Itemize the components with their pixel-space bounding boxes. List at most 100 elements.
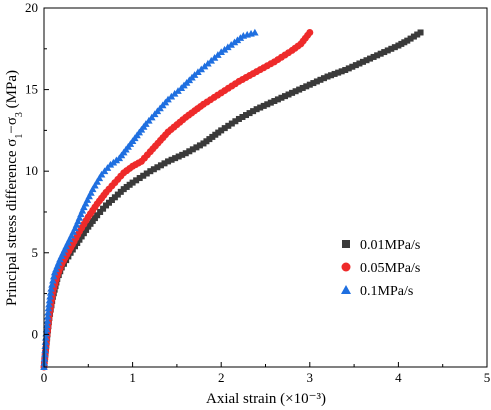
data-point [224,43,232,51]
data-point [313,78,320,85]
y-axis-title: Principal stress difference σ1−σ3 (MPa) [4,70,25,306]
data-point [168,156,175,163]
data-point [78,206,87,214]
data-point [88,185,97,193]
data-point [72,221,81,228]
data-point [41,346,49,354]
data-point [45,296,54,304]
data-point [44,308,52,316]
data-point [196,142,203,149]
data-point [77,210,85,218]
data-point [46,292,54,300]
data-point [193,144,200,151]
data-point [129,179,136,186]
data-point [367,55,374,62]
data-point [342,67,349,74]
data-series [40,28,424,371]
y-tick-label: 0 [32,326,39,341]
series-triangle [40,28,259,370]
tick-labels: 0 1 2 3 4 5 0 5 10 15 20 [25,0,490,385]
data-point [83,226,90,233]
x-axis-title: Axial strain (×10⁻³) [206,391,326,407]
x-tick-label: 1 [129,370,136,385]
data-point [370,53,377,60]
data-point [65,235,74,243]
data-point [384,47,391,54]
series-circle [40,28,314,371]
data-point [345,65,352,72]
data-point [414,31,421,38]
data-point [363,57,370,64]
legend: 0.01MPa/s 0.05MPa/s 0.1MPa/s [341,238,420,299]
data-point [179,151,186,158]
data-point [320,75,327,82]
data-point [83,196,92,203]
data-point [388,45,395,52]
legend-marker-circle [341,262,351,272]
data-point [85,192,93,200]
data-point [292,88,299,95]
data-point [381,49,388,56]
data-point [75,213,84,221]
data-point [310,80,317,87]
data-point [133,177,140,184]
data-point [250,108,257,115]
data-point [43,317,52,324]
data-point [239,114,246,121]
data-point [232,118,239,125]
data-point [165,158,172,165]
data-point [49,272,58,280]
data-point [64,238,72,246]
data-point [41,350,49,358]
data-point [235,115,242,122]
data-point [157,162,164,169]
legend-label: 0.01MPa/s [360,238,420,253]
data-point [264,101,271,108]
data-point [76,236,83,243]
data-point [154,164,161,171]
data-point [41,342,50,350]
data-point [227,40,235,48]
data-point [278,94,285,101]
y-tick-label: 5 [32,245,39,260]
data-point [296,86,303,93]
data-point [62,242,70,250]
data-point [69,228,77,235]
data-point [143,170,150,177]
data-point [80,230,87,237]
data-point [271,98,278,105]
legend-marker-triangle [341,285,351,294]
data-point [356,60,363,67]
data-point [189,146,196,153]
y-tick-label: 10 [25,163,38,178]
data-point [81,199,90,207]
data-point [303,83,310,90]
axes [43,7,488,368]
data-point [182,150,189,157]
data-point [45,300,53,308]
data-point [246,110,253,117]
data-point [243,112,250,119]
data-point [74,239,81,246]
x-tick-label: 2 [218,370,225,385]
data-point [338,68,345,75]
data-point [225,122,232,129]
data-point [417,29,424,36]
data-point [87,188,95,196]
data-point [48,280,56,288]
data-point [251,28,259,36]
data-point [218,127,225,134]
data-point [359,58,366,65]
data-point [260,102,267,109]
legend-marker-square [342,240,350,248]
data-point [349,63,356,70]
data-point [186,148,193,155]
data-point [95,174,104,182]
data-point [40,354,49,362]
data-point [221,125,228,132]
data-point [49,276,57,284]
data-point [257,104,264,111]
data-point [94,212,101,219]
data-point [80,203,88,211]
data-point [374,52,381,59]
